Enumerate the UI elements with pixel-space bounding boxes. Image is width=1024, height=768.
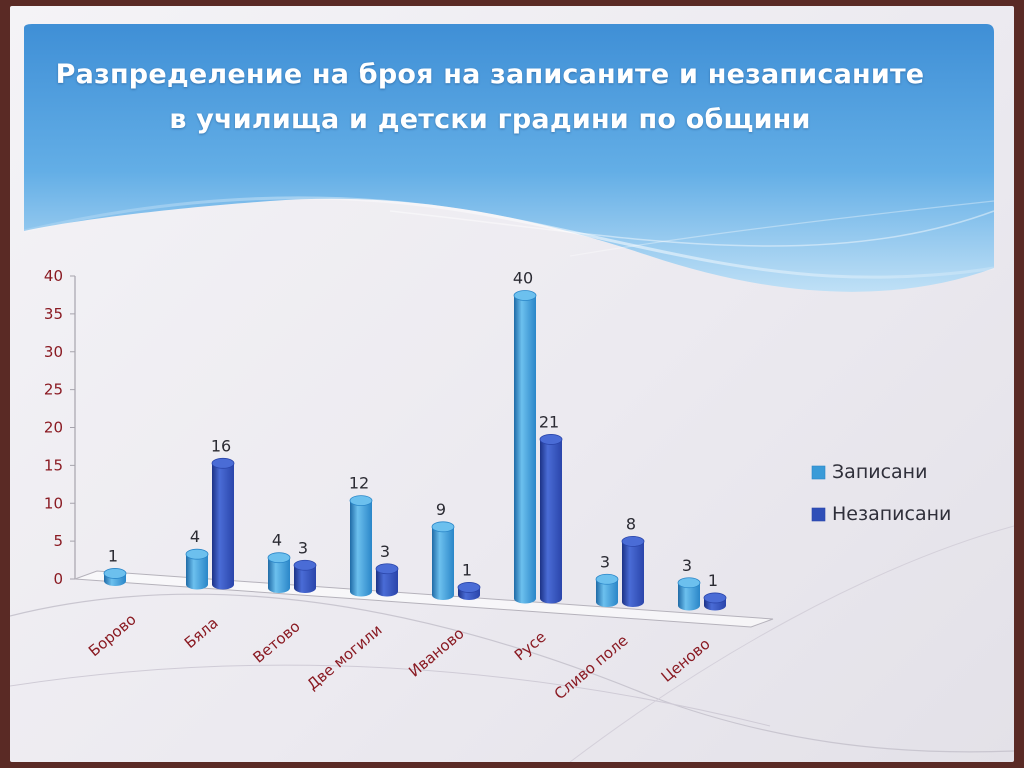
y-tick-label: 20: [44, 419, 63, 437]
legend-swatch: [811, 465, 826, 480]
bar-nezapisani-6: [621, 536, 645, 607]
y-tick-label: 25: [44, 381, 63, 399]
bar-nezapisani-7: [703, 592, 727, 611]
chart-axes: [74, 276, 774, 628]
bar-nezapisani-1: [211, 457, 235, 590]
legend-item-zapisani: Записани: [811, 461, 927, 483]
data-label-nezapisani-5: 21: [539, 412, 559, 431]
bar-zapisani-2: [267, 552, 291, 593]
legend-label: Записани: [832, 461, 927, 483]
y-tick-label: 10: [44, 494, 63, 512]
legend-swatch: [811, 507, 826, 522]
data-label-nezapisani-6: 8: [626, 514, 636, 533]
y-tick-label: 40: [44, 267, 63, 285]
banner-wave: [23, 196, 995, 279]
data-label-nezapisani-7: 1: [708, 571, 718, 590]
slide: Разпределение на броя на записаните и не…: [10, 6, 1014, 762]
bar-zapisani-5: [513, 290, 537, 604]
data-label-zapisani-1: 4: [190, 527, 200, 546]
legend-label: Незаписани: [832, 503, 951, 525]
y-tick-label: 15: [44, 456, 63, 474]
y-tick-label: 5: [53, 532, 63, 550]
bar-nezapisani-3: [375, 563, 399, 597]
data-label-zapisani-3: 12: [349, 474, 369, 493]
slide-title: Разпределение на броя на записаните и не…: [55, 59, 925, 135]
legend-item-nezapisani: Незаписани: [811, 503, 951, 525]
category-label-0: Борово: [85, 610, 140, 660]
category-label-4: Иваново: [405, 624, 467, 680]
bar-zapisani-6: [595, 573, 619, 607]
title-banner: [23, 24, 995, 292]
category-label-2: Ветово: [250, 617, 304, 666]
banner-shape: [24, 24, 994, 292]
data-label-zapisani-4: 9: [436, 500, 446, 519]
y-tick-label: 0: [53, 570, 63, 588]
bar-zapisani-7: [677, 577, 701, 611]
bar-nezapisani-4: [457, 582, 481, 600]
bar-zapisani-1: [185, 548, 209, 590]
chart-floor: [74, 570, 774, 628]
bar-nezapisani-5: [539, 434, 563, 604]
y-tick-label: 35: [44, 305, 63, 323]
data-label-nezapisani-3: 3: [380, 542, 390, 561]
y-tick-label: 30: [44, 343, 63, 361]
bar-zapisani-4: [431, 521, 455, 600]
category-label-5: Русе: [511, 628, 550, 665]
data-label-nezapisani-1: 16: [211, 436, 231, 455]
bar-nezapisani-2: [293, 559, 317, 593]
data-label-zapisani-2: 4: [272, 531, 282, 550]
data-label-zapisani-6: 3: [600, 552, 610, 571]
data-label-nezapisani-4: 1: [462, 560, 472, 579]
chart-legend: Записани Незаписани: [811, 461, 951, 525]
category-label-6: Сливо поле: [551, 631, 632, 703]
data-label-zapisani-5: 40: [513, 269, 533, 288]
chart-bars: [103, 290, 727, 611]
data-label-zapisani-0: 1: [108, 546, 118, 565]
data-label-nezapisani-2: 3: [298, 538, 308, 557]
category-label-3: Две могили: [304, 621, 386, 694]
category-labels: Борово Бяла Ветово Две могили Иваново Русе Сли…: [85, 610, 714, 703]
bar-zapisani-3: [349, 495, 373, 597]
category-label-7: Ценово: [658, 635, 714, 686]
category-label-1: Бяла: [181, 614, 222, 652]
background-swooshes: [10, 525, 1014, 762]
y-axis-ticks: 0 5 10 15 20 25 30 35 40: [44, 267, 75, 588]
bar-zapisani-0: [103, 568, 127, 586]
data-label-zapisani-7: 3: [682, 556, 692, 575]
